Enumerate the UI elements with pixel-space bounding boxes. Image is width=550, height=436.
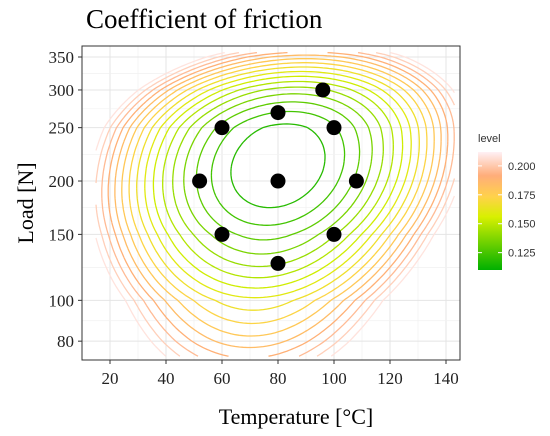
data-point bbox=[214, 226, 230, 242]
plot-border bbox=[81, 45, 461, 361]
y-tick-label: 300 bbox=[49, 81, 75, 100]
legend-colorbar bbox=[478, 152, 502, 270]
x-axis: 20 40 60 80 100 120 140 bbox=[102, 360, 459, 388]
contour-line bbox=[114, 54, 442, 349]
x-tick-label: 120 bbox=[377, 369, 403, 388]
x-tick-label: 20 bbox=[102, 369, 119, 388]
contour-line bbox=[95, 51, 456, 357]
contour-line bbox=[195, 101, 361, 241]
legend: level 0.125 0.150 0.175 0.200 bbox=[478, 133, 536, 270]
data-point bbox=[326, 226, 342, 242]
legend-tick-label: 0.150 bbox=[508, 219, 536, 231]
contour-line bbox=[121, 57, 435, 337]
x-tick-label: 60 bbox=[214, 369, 231, 388]
contour-line bbox=[144, 70, 412, 299]
y-tick-label: 200 bbox=[49, 172, 75, 191]
contour-line bbox=[128, 62, 428, 325]
data-point bbox=[270, 173, 286, 189]
data-point bbox=[348, 173, 364, 189]
contour-line bbox=[107, 51, 449, 357]
data-point bbox=[270, 255, 286, 271]
data-point bbox=[315, 82, 331, 98]
y-tick-label: 250 bbox=[49, 119, 75, 138]
y-axis-title: Load [N] bbox=[13, 162, 38, 243]
contour-line bbox=[152, 75, 404, 289]
x-axis-title: Temperature [°C] bbox=[219, 404, 373, 429]
legend-tick-label: 0.175 bbox=[508, 190, 536, 202]
contour-line bbox=[183, 93, 373, 255]
x-tick-label: 100 bbox=[321, 369, 347, 388]
contour-line bbox=[136, 66, 420, 311]
data-point bbox=[326, 120, 342, 136]
data-point bbox=[192, 173, 208, 189]
y-tick-label: 150 bbox=[49, 225, 75, 244]
experiment-points bbox=[192, 82, 364, 271]
legend-title: level bbox=[478, 133, 501, 145]
y-tick-label: 100 bbox=[49, 291, 75, 310]
contour-line bbox=[162, 80, 394, 279]
plot-panel bbox=[81, 45, 461, 361]
y-tick-label: 350 bbox=[49, 48, 75, 67]
contour-line bbox=[210, 110, 346, 226]
contour-lines bbox=[95, 51, 456, 357]
x-tick-label: 40 bbox=[158, 369, 175, 388]
legend-tick-label: 0.200 bbox=[508, 161, 536, 173]
data-point bbox=[214, 120, 230, 136]
legend-tick-label: 0.125 bbox=[508, 248, 536, 260]
contour-line bbox=[230, 123, 326, 209]
contour-line bbox=[101, 51, 455, 357]
x-tick-label: 140 bbox=[433, 369, 459, 388]
y-axis: 80 100 150 200 250 300 350 bbox=[49, 48, 82, 351]
y-tick-label: 80 bbox=[57, 332, 74, 351]
chart-title: Coefficient of friction bbox=[86, 4, 323, 34]
contour-line bbox=[95, 51, 456, 357]
legend-ticks: 0.125 0.150 0.175 0.200 bbox=[478, 161, 536, 260]
x-tick-label: 80 bbox=[270, 369, 287, 388]
data-point bbox=[270, 105, 286, 121]
